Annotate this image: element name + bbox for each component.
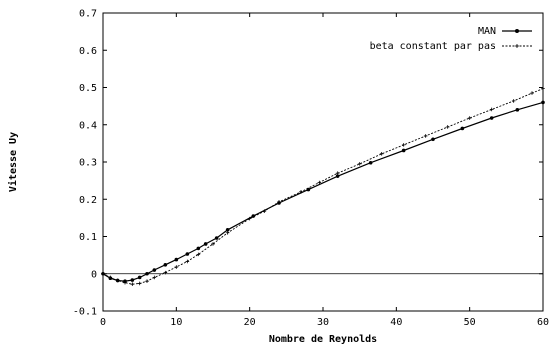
data-point-man xyxy=(515,108,520,112)
series-line-man xyxy=(102,101,544,282)
data-point-beta xyxy=(137,281,142,286)
x-tick-label: 20 xyxy=(244,317,256,328)
data-point-beta xyxy=(489,107,494,112)
y-tick-label: 0.3 xyxy=(79,158,97,169)
plot-frame xyxy=(102,12,544,312)
legend: MAN beta constant par pas xyxy=(370,26,532,52)
series-line-beta xyxy=(102,88,544,285)
x-tick-label: 60 xyxy=(537,317,549,328)
data-point-beta xyxy=(541,86,545,91)
data-point-beta xyxy=(163,270,168,275)
data-point-beta xyxy=(145,279,149,283)
data-point-beta xyxy=(262,209,267,213)
data-point-man xyxy=(137,275,142,280)
data-point-man xyxy=(431,137,435,142)
data-point-man xyxy=(214,236,219,240)
data-point-man xyxy=(152,268,157,272)
y-tick-label: 0.6 xyxy=(79,46,97,57)
x-tick-label: 30 xyxy=(317,317,329,328)
data-point-man xyxy=(460,126,465,131)
data-point-beta xyxy=(174,265,179,269)
x-tick-label: 0 xyxy=(100,317,106,328)
data-point-beta xyxy=(247,216,252,221)
data-point-man xyxy=(225,227,230,232)
y-tick-label: 0.1 xyxy=(79,232,97,243)
y-tick-label: 0.7 xyxy=(79,9,97,20)
data-point-beta xyxy=(401,143,406,147)
y-axis-label: Vitesse Uy xyxy=(7,132,19,192)
data-point-beta xyxy=(423,134,428,138)
data-point-beta xyxy=(196,252,201,257)
data-point-beta xyxy=(101,271,105,276)
y-tick-label: 0 xyxy=(91,269,97,280)
x-tick-label: 40 xyxy=(390,317,402,328)
data-point-beta xyxy=(225,230,230,235)
data-point-beta xyxy=(123,280,127,285)
data-point-beta xyxy=(211,242,215,246)
data-point-man xyxy=(251,214,256,218)
series-layer xyxy=(101,86,545,286)
x-tick-label: 50 xyxy=(464,317,476,328)
legend-marker-beta xyxy=(515,44,519,48)
data-point-beta xyxy=(115,278,120,283)
data-point-man xyxy=(163,263,168,267)
data-point-beta xyxy=(530,91,534,95)
data-point-man xyxy=(174,257,179,262)
data-point-man xyxy=(145,271,149,276)
data-point-beta xyxy=(185,259,190,264)
data-point-man xyxy=(130,278,135,282)
ticks: 0 10 20 30 40 50 60-0.100.10.20.30.40.50.60.7 xyxy=(73,9,549,329)
y-tick-label: -0.1 xyxy=(73,307,97,318)
data-point-man xyxy=(401,148,406,153)
legend-label-man: MAN xyxy=(478,26,496,37)
data-point-beta xyxy=(379,152,384,156)
data-point-beta xyxy=(357,162,362,166)
data-point-beta xyxy=(335,171,340,175)
y-tick-label: 0.2 xyxy=(79,195,97,206)
data-point-man xyxy=(335,174,340,178)
data-point-man xyxy=(541,100,545,105)
data-point-beta xyxy=(299,190,303,194)
data-point-beta xyxy=(445,125,450,129)
data-point-beta xyxy=(108,275,113,280)
legend-label-beta: beta constant par pas xyxy=(370,41,496,52)
y-tick-label: 0.4 xyxy=(79,120,97,131)
data-point-beta xyxy=(277,200,281,204)
y-tick-label: 0.5 xyxy=(79,83,97,94)
data-point-man xyxy=(489,116,494,120)
data-point-beta xyxy=(467,116,472,120)
data-point-beta xyxy=(511,99,516,103)
x-tick-label: 10 xyxy=(170,317,182,328)
data-point-man xyxy=(196,246,201,251)
legend-marker-man xyxy=(515,29,519,33)
x-axis-label: Nombre de Reynolds xyxy=(269,334,377,345)
data-point-beta xyxy=(317,180,322,185)
data-point-man xyxy=(368,160,373,165)
data-point-man xyxy=(185,252,190,256)
data-point-beta xyxy=(130,282,135,286)
data-point-man xyxy=(203,242,208,246)
data-point-beta xyxy=(152,275,157,280)
